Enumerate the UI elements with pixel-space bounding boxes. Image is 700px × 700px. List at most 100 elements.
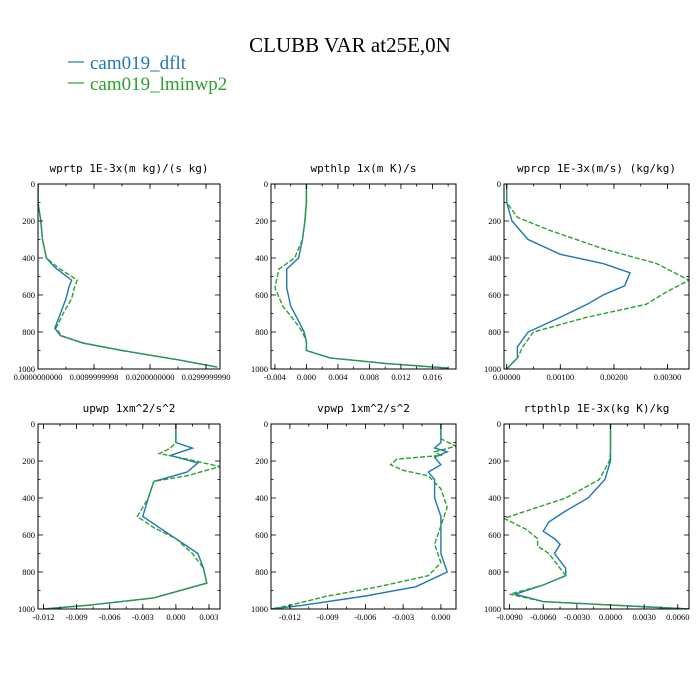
panel-4: upwp 1xm^2/s^2 0 200 400 600 800 1000-0.012 -0.… xyxy=(18,402,221,622)
series-line-dflt xyxy=(38,184,218,368)
x-tick-label: 0.0200000000 xyxy=(126,372,175,382)
y-tick-label: 0 xyxy=(264,419,268,429)
legend-label-dflt: cam019_dflt xyxy=(90,53,187,74)
y-tick-label: 400 xyxy=(22,253,35,263)
y-tick-label: 1000 xyxy=(484,604,501,614)
x-tick-label: 0.003 xyxy=(199,612,218,622)
y-tick-label: 200 xyxy=(22,456,35,466)
x-tick-label: -0.0060 xyxy=(530,612,556,622)
x-tick-label: 0.0099999998 xyxy=(70,372,119,382)
series-line-lminwp2 xyxy=(504,424,689,609)
y-tick-label: 0 xyxy=(31,179,35,189)
series-group-2 xyxy=(274,184,449,369)
y-tick-label: 800 xyxy=(22,567,35,577)
x-tick-label: 0.0000 xyxy=(599,612,622,622)
y-tick-label: 400 xyxy=(488,493,501,503)
x-tick-label: -0.009 xyxy=(66,612,88,622)
x-tick-label: -0.006 xyxy=(354,612,376,622)
y-tick-label: 200 xyxy=(22,216,35,226)
x-tick-label: 0.000 xyxy=(297,372,316,382)
y-tick-label: 800 xyxy=(255,567,268,577)
y-tick-label: 200 xyxy=(255,456,268,466)
panel-6: rtpthlp 1E-3x(kg K)/kg02004006008001000-… xyxy=(484,402,690,622)
x-tick-label: 0.0000000000 xyxy=(14,372,63,382)
plot-frame xyxy=(503,183,690,370)
y-tick-label: 0 xyxy=(31,419,35,429)
x-tick-label: -0.0030 xyxy=(564,612,590,622)
series-group-4 xyxy=(43,424,220,609)
panels-container: wprtp 1E-3x(m kg)/(s kg) 0 200 400 600 800 100… xyxy=(14,162,690,622)
x-tick-label: -0.012 xyxy=(279,612,301,622)
y-tick-label: 0 xyxy=(264,179,268,189)
y-tick-label: 600 xyxy=(488,290,501,300)
panel-title-5: vpwp 1xm^2/s^2 xyxy=(317,402,410,415)
panel-title-1: wprtp 1E-3x(m kg)/(s kg) xyxy=(50,162,209,175)
x-tick-label: 0.0299999990 xyxy=(182,372,231,382)
legend: cam019_dflt cam019_lminwp2 xyxy=(68,53,227,95)
series-group-5 xyxy=(271,424,456,609)
series-line-lminwp2 xyxy=(43,424,220,609)
x-tick-label: 0.0060 xyxy=(666,612,689,622)
legend-item-lminwp2: cam019_lminwp2 xyxy=(68,74,227,95)
figure-title: CLUBB VAR at25E,0N xyxy=(249,33,451,57)
x-tick-label: -0.009 xyxy=(317,612,339,622)
y-tick-label: 200 xyxy=(255,216,268,226)
x-tick-label: -0.004 xyxy=(264,372,287,382)
y-tick-label: 1000 xyxy=(18,364,35,374)
x-tick-label: 0.00000 xyxy=(493,372,521,382)
x-tick-label: 0.00200 xyxy=(600,372,628,382)
x-tick-label: 0.004 xyxy=(328,372,348,382)
panel-title-6: rtpthlp 1E-3x(kg K)/kg xyxy=(524,402,670,415)
plot-frame xyxy=(503,423,690,610)
series-group-6 xyxy=(504,424,689,609)
y-tick-label: 800 xyxy=(255,327,268,337)
y-tick-label: 800 xyxy=(22,327,35,337)
panel-title-3: wprcp 1E-3x(m/s) (kg/kg) xyxy=(517,162,676,175)
x-tick-label: -0.0090 xyxy=(496,612,522,622)
panel-3: wprcp 1E-3x(m/s) (kg/kg) 0 200 400 600 800 100… xyxy=(484,162,690,382)
plot-frame xyxy=(270,183,457,370)
series-line-lminwp2 xyxy=(274,184,449,369)
y-tick-label: 1000 xyxy=(251,364,268,374)
series-line-dflt xyxy=(512,424,689,609)
y-tick-label: 600 xyxy=(255,530,268,540)
x-tick-label: 0.0030 xyxy=(632,612,655,622)
panel-title-2: wpthlp 1x(m K)/s xyxy=(311,162,417,175)
y-tick-label: 400 xyxy=(255,493,268,503)
series-line-lminwp2 xyxy=(271,424,456,609)
y-tick-label: 1000 xyxy=(251,604,268,614)
plot-frame xyxy=(37,423,221,610)
x-tick-label: 0.000 xyxy=(431,612,450,622)
y-tick-label: 200 xyxy=(488,216,501,226)
y-tick-label: 600 xyxy=(22,290,35,300)
y-tick-label: 600 xyxy=(22,530,35,540)
y-tick-label: 1000 xyxy=(18,604,35,614)
series-line-dflt xyxy=(271,424,450,609)
y-tick-label: 400 xyxy=(22,493,35,503)
x-tick-label: 0.00300 xyxy=(654,372,682,382)
series-line-dflt xyxy=(286,184,449,369)
x-tick-label: 0.016 xyxy=(423,372,442,382)
y-tick-label: 800 xyxy=(488,327,501,337)
plot-frame xyxy=(37,183,221,370)
x-tick-label: 0.000 xyxy=(166,612,185,622)
panel-title-4: upwp 1xm^2/s^2 xyxy=(83,402,176,415)
y-tick-label: 0 xyxy=(497,179,501,189)
y-tick-label: 600 xyxy=(488,530,501,540)
legend-item-dflt: cam019_dflt xyxy=(68,53,187,74)
series-line-dflt xyxy=(43,424,208,609)
y-tick-label: 600 xyxy=(255,290,268,300)
x-tick-label: -0.003 xyxy=(392,612,414,622)
series-line-dflt xyxy=(506,184,631,369)
legend-label-lminwp2: cam019_lminwp2 xyxy=(90,74,227,95)
x-tick-label: -0.012 xyxy=(33,612,55,622)
series-line-lminwp2 xyxy=(506,184,689,369)
y-tick-label: 200 xyxy=(488,456,501,466)
y-tick-label: 0 xyxy=(497,419,501,429)
series-line-lminwp2 xyxy=(38,184,218,368)
y-tick-label: 1000 xyxy=(484,364,501,374)
x-tick-label: -0.006 xyxy=(99,612,121,622)
y-tick-label: 400 xyxy=(488,253,501,263)
panel-5: vpwp 1xm^2/s^2 0 200 400 600 800 1000 -0.012 -0.… xyxy=(251,402,457,622)
